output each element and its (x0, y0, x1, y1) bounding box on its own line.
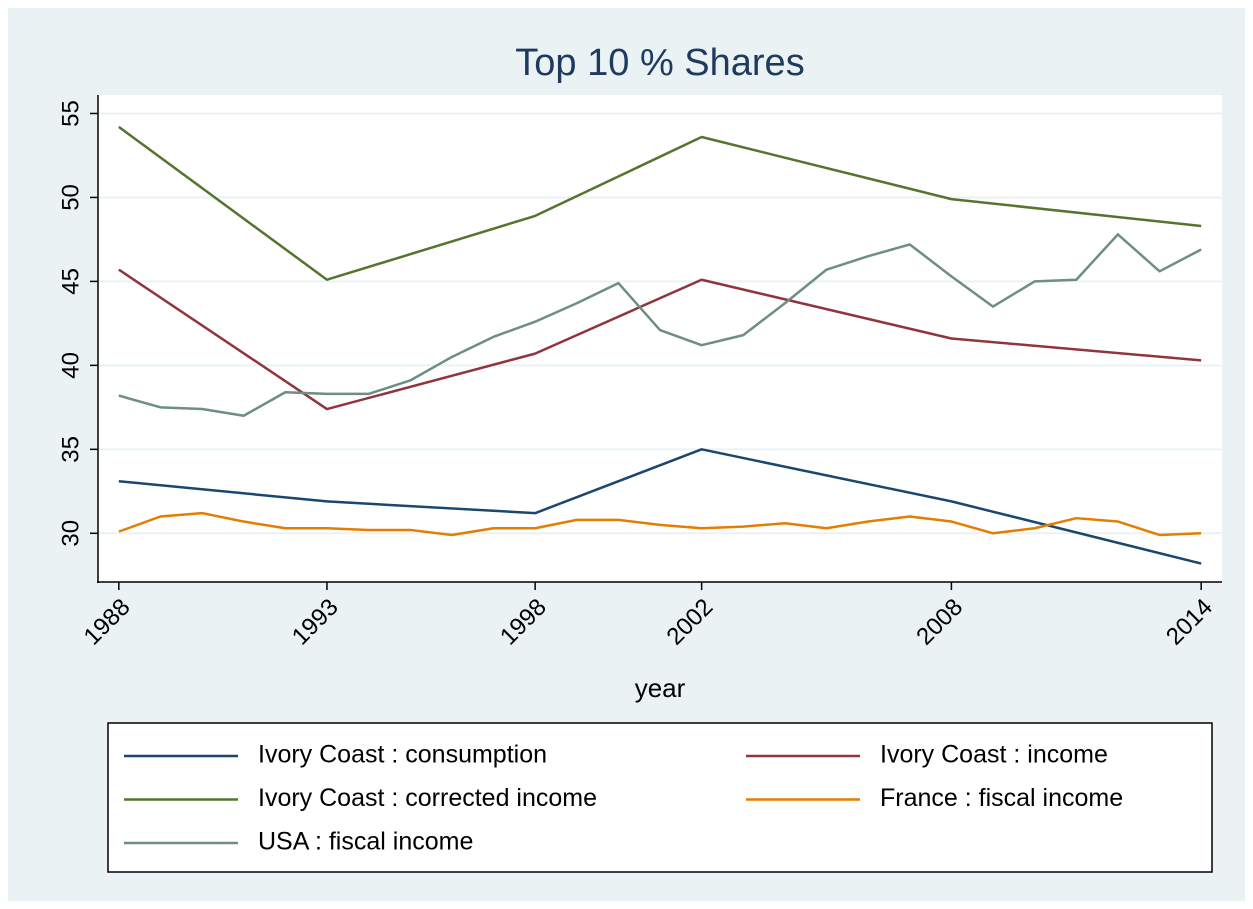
series-line (118, 448, 1202, 565)
series-line (118, 511, 1202, 537)
legend-label: USA : fiscal income (258, 828, 473, 856)
y-tick-label: 50 (57, 184, 84, 211)
legend-label: Ivory Coast : corrected income (258, 784, 597, 812)
y-tick-label: 40 (57, 352, 84, 379)
y-tick-label: 55 (57, 100, 84, 127)
x-axis-label: year (635, 673, 686, 703)
plot-area (98, 95, 1222, 582)
legend-label: Ivory Coast : consumption (258, 741, 547, 769)
series-line (118, 268, 1202, 411)
legend-label: Ivory Coast : income (880, 741, 1108, 769)
legend-box (107, 722, 1213, 873)
y-tick-label: 35 (57, 436, 84, 463)
series-line (118, 125, 1202, 281)
series-line (118, 233, 1202, 417)
y-tick-label: 30 (57, 520, 84, 547)
legend-label: France : fiscal income (880, 784, 1123, 812)
chart-title: Top 10 % Shares (515, 42, 804, 84)
y-tick-label: 45 (57, 268, 84, 295)
